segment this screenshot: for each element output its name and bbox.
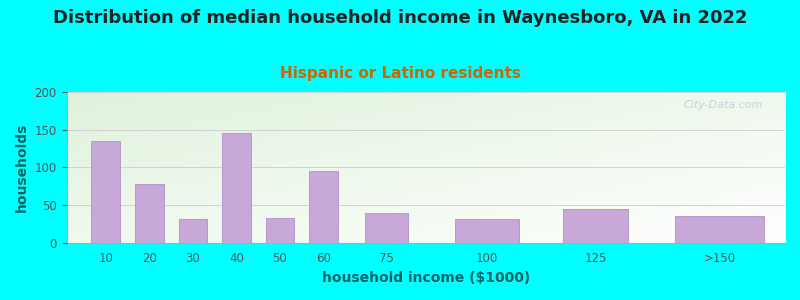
Bar [178, 219, 207, 243]
Text: Distribution of median household income in Waynesboro, VA in 2022: Distribution of median household income … [53, 9, 747, 27]
Bar [365, 213, 408, 243]
Bar [563, 209, 628, 243]
Bar [135, 184, 163, 243]
Text: City-Data.com: City-Data.com [684, 100, 763, 110]
Bar [454, 219, 519, 243]
Bar [91, 141, 120, 243]
Y-axis label: households: households [15, 123, 29, 212]
Text: Hispanic or Latino residents: Hispanic or Latino residents [279, 66, 521, 81]
Bar [222, 133, 250, 243]
Bar [309, 171, 338, 243]
Bar [675, 216, 764, 243]
Bar [266, 218, 294, 243]
X-axis label: household income ($1000): household income ($1000) [322, 271, 530, 285]
